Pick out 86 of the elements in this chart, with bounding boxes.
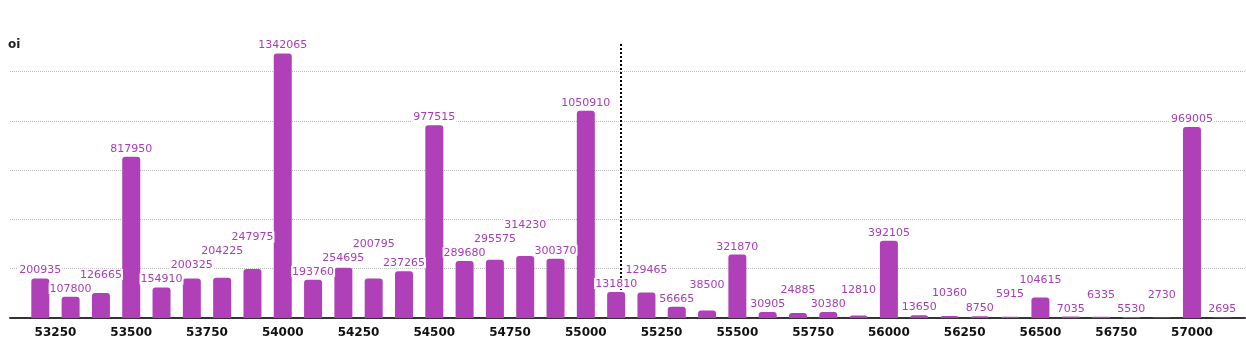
data-label: 1342065 — [258, 38, 308, 52]
data-label: 200935 — [19, 263, 62, 277]
data-label: 2730 — [1147, 287, 1176, 301]
bar — [394, 271, 413, 318]
data-label: 126665 — [79, 267, 122, 281]
y-axis-title: oi — [8, 37, 21, 51]
bar — [182, 278, 201, 318]
bar — [698, 310, 717, 318]
data-label: 129465 — [625, 263, 668, 277]
data-label: 321870 — [716, 239, 759, 253]
bar — [31, 278, 50, 318]
data-label: 13650 — [901, 300, 937, 314]
data-label: 193760 — [292, 264, 335, 278]
data-label: 131810 — [595, 277, 638, 291]
data-label: 289680 — [443, 245, 486, 259]
data-label: 30380 — [810, 297, 846, 311]
x-tick-label: 56250 — [943, 325, 986, 339]
data-label: 10360 — [932, 286, 968, 300]
x-tick-label: 53250 — [34, 325, 77, 339]
bar — [576, 110, 595, 318]
bar — [728, 254, 747, 318]
data-label: 1050910 — [561, 95, 611, 109]
bar — [273, 53, 292, 318]
bar — [334, 267, 353, 318]
x-tick-label: 56500 — [1019, 325, 1062, 339]
bar — [667, 306, 686, 318]
data-label: 817950 — [110, 141, 153, 155]
data-label: 295575 — [473, 231, 516, 245]
data-label: 154910 — [140, 272, 183, 286]
x-tick-label: 56750 — [1095, 325, 1138, 339]
x-tick-label: 54000 — [261, 325, 304, 339]
bar — [61, 296, 80, 318]
data-label: 392105 — [867, 225, 910, 239]
data-label: 237265 — [382, 256, 425, 270]
x-tick-label: 54500 — [413, 325, 456, 339]
bar — [152, 287, 171, 318]
data-label: 969005 — [1170, 111, 1213, 125]
data-label: 204225 — [201, 244, 244, 258]
bar — [485, 259, 504, 318]
data-label: 300370 — [534, 243, 577, 257]
data-label: 977515 — [413, 110, 456, 124]
data-label: 38500 — [689, 277, 725, 291]
bar — [425, 125, 444, 318]
x-tick-label: 57000 — [1171, 325, 1213, 339]
x-tick-label: 53750 — [186, 325, 228, 339]
x-tick-label: 55500 — [716, 325, 759, 339]
x-tick-label: 55250 — [640, 325, 683, 339]
bar — [304, 279, 323, 318]
data-label: 5530 — [1117, 301, 1146, 315]
data-label: 107800 — [49, 281, 92, 295]
data-label: 12810 — [841, 283, 877, 297]
bar — [213, 277, 232, 318]
data-label: 30905 — [750, 296, 786, 310]
data-label: 2695 — [1208, 302, 1237, 316]
data-label: 254695 — [322, 250, 365, 264]
data-label: 200795 — [352, 236, 395, 250]
bar — [637, 292, 656, 318]
bar — [516, 256, 535, 318]
bar — [546, 258, 565, 318]
x-tick-label: 54750 — [489, 325, 531, 339]
bar — [243, 269, 262, 318]
bar — [91, 293, 110, 318]
bar — [122, 156, 141, 318]
data-label: 200325 — [170, 258, 213, 272]
data-label: 56665 — [659, 291, 695, 305]
bar — [879, 240, 898, 318]
data-label: 6335 — [1087, 287, 1116, 301]
bar — [1031, 297, 1050, 318]
x-tick-label: 55750 — [792, 325, 834, 339]
data-label: 314230 — [504, 217, 547, 231]
x-tick-label: 53500 — [110, 325, 153, 339]
bar — [607, 292, 626, 318]
bar — [364, 278, 383, 318]
data-label: 8750 — [965, 301, 994, 315]
data-label: 5915 — [996, 287, 1025, 301]
bar — [455, 260, 474, 318]
data-label: 104615 — [1019, 273, 1062, 287]
bar — [758, 311, 777, 318]
x-tick-label: 56000 — [868, 325, 910, 339]
data-label: 7035 — [1056, 301, 1085, 315]
bar — [819, 312, 838, 318]
data-label: 24885 — [780, 282, 816, 296]
x-tick-label: 55000 — [564, 325, 607, 339]
data-label: 247975 — [231, 230, 274, 244]
x-tick-label: 54250 — [337, 325, 380, 339]
bar — [1182, 126, 1201, 318]
